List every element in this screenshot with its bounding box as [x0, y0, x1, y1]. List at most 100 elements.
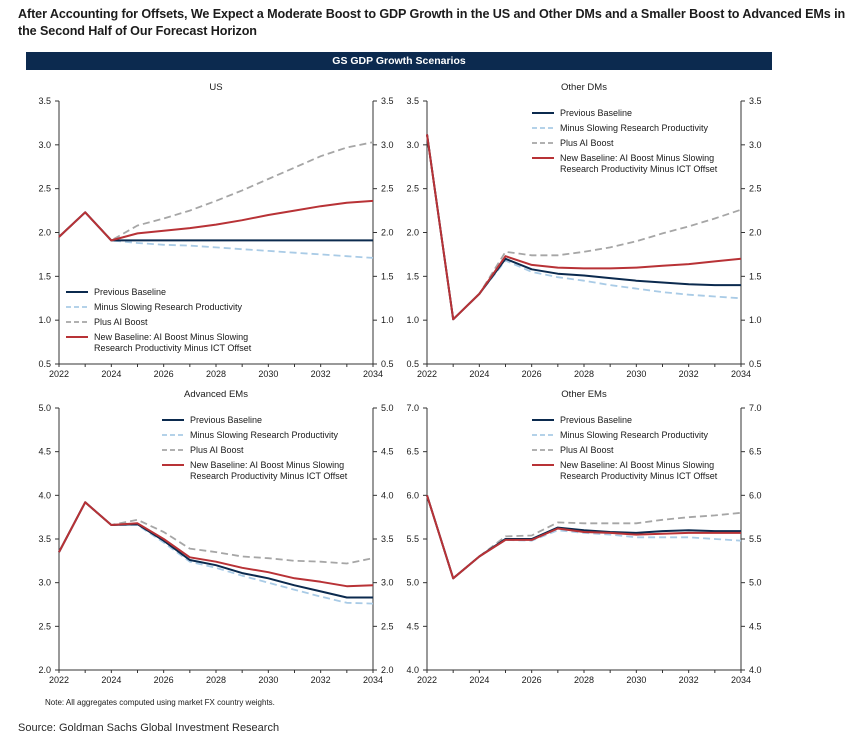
- x-tick-label: 2022: [49, 675, 69, 685]
- series-line: [58, 211, 374, 259]
- y-tick-label: 1.5: [381, 271, 394, 281]
- legend-label: Previous Baseline: [560, 415, 632, 425]
- y-tick-label: 4.5: [749, 621, 762, 631]
- chart-title: US: [209, 82, 222, 93]
- chart-title: Other EMs: [561, 389, 607, 400]
- footnote: Note: All aggregates computed using mark…: [45, 698, 275, 707]
- chart-panel: US 0.5 0.5 1.0 1.0 1.5 1.5 2.0 2.0 2.5 2.5 3.0 3.0 3.…: [38, 82, 393, 379]
- x-tick-label: 2034: [731, 675, 751, 685]
- y-tick-label: 0.5: [406, 359, 419, 369]
- y-tick-label: 4.0: [381, 490, 394, 500]
- y-tick-label: 3.5: [406, 96, 419, 106]
- y-tick-label: 2.0: [38, 665, 51, 675]
- y-tick-label: 1.0: [406, 315, 419, 325]
- y-tick-label: 2.5: [38, 621, 51, 631]
- x-tick-label: 2032: [679, 675, 699, 685]
- x-tick-label: 2032: [311, 369, 331, 379]
- y-tick-label: 7.0: [406, 403, 419, 413]
- legend-label: Minus Slowing Research Productivity: [560, 430, 709, 440]
- chart-banner: GS GDP Growth Scenarios: [26, 52, 772, 70]
- x-tick-label: 2032: [311, 675, 331, 685]
- legend-label: Research Productivity Minus ICT Offset: [560, 164, 718, 174]
- legend-label: Plus AI Boost: [190, 445, 244, 455]
- series-line: [58, 501, 374, 588]
- x-tick-label: 2030: [258, 675, 278, 685]
- y-tick-label: 5.5: [406, 534, 419, 544]
- y-tick-label: 3.0: [38, 578, 51, 588]
- legend-label: Previous Baseline: [560, 108, 632, 118]
- y-tick-label: 2.0: [38, 228, 51, 238]
- x-tick-label: 2028: [206, 369, 226, 379]
- x-tick-label: 2030: [626, 369, 646, 379]
- y-tick-label: 2.5: [406, 184, 419, 194]
- legend-label: Plus AI Boost: [560, 138, 614, 148]
- x-tick-label: 2026: [522, 675, 542, 685]
- chart-title: Other DMs: [561, 82, 607, 93]
- x-tick-label: 2026: [522, 369, 542, 379]
- x-tick-label: 2032: [679, 369, 699, 379]
- x-tick-label: 2024: [469, 369, 489, 379]
- y-tick-label: 6.5: [749, 447, 762, 457]
- y-tick-label: 3.0: [38, 140, 51, 150]
- y-tick-label: 4.0: [38, 490, 51, 500]
- y-tick-label: 0.5: [749, 359, 762, 369]
- legend-label: Research Productivity Minus ICT Offset: [94, 343, 252, 353]
- x-tick-label: 2024: [101, 369, 121, 379]
- x-tick-label: 2024: [469, 675, 489, 685]
- x-tick-label: 2022: [417, 675, 437, 685]
- y-tick-label: 3.5: [749, 96, 762, 106]
- y-tick-label: 1.5: [749, 271, 762, 281]
- y-tick-label: 7.0: [749, 403, 762, 413]
- series-line: [58, 501, 374, 565]
- legend-label: New Baseline: AI Boost Minus Slowing: [560, 153, 714, 163]
- y-tick-label: 1.5: [38, 271, 51, 281]
- y-tick-label: 2.0: [749, 228, 762, 238]
- x-tick-label: 2024: [101, 675, 121, 685]
- y-tick-label: 2.5: [381, 621, 394, 631]
- chart-panel: Advanced EMs 2.0 2.0 2.5 2.5 3.0 3.0 3.5 3.5 4.0 4…: [38, 389, 393, 685]
- y-tick-label: 6.0: [406, 490, 419, 500]
- legend-label: Minus Slowing Research Productivity: [94, 302, 243, 312]
- x-tick-label: 2026: [154, 675, 174, 685]
- series-line: [58, 141, 374, 242]
- chart-panel: Other EMs 4.0 4.0 4.5 4.5 5.0 5.0 5.5 5.5 6.0 6.0 6…: [406, 389, 761, 685]
- y-tick-label: 4.0: [406, 665, 419, 675]
- y-tick-label: 4.5: [381, 447, 394, 457]
- y-tick-label: 1.5: [406, 271, 419, 281]
- y-tick-label: 2.0: [406, 228, 419, 238]
- x-tick-label: 2034: [731, 369, 751, 379]
- legend-label: New Baseline: AI Boost Minus Slowing: [190, 460, 344, 470]
- y-tick-label: 3.0: [406, 140, 419, 150]
- legend-label: Plus AI Boost: [560, 445, 614, 455]
- legend-label: New Baseline: AI Boost Minus Slowing: [94, 332, 248, 342]
- y-tick-label: 3.5: [381, 534, 394, 544]
- y-tick-label: 1.0: [749, 315, 762, 325]
- y-tick-label: 6.0: [749, 490, 762, 500]
- y-tick-label: 1.0: [381, 315, 394, 325]
- page-title: After Accounting for Offsets, We Expect …: [18, 7, 846, 38]
- legend-label: Previous Baseline: [94, 287, 166, 297]
- legend-label: New Baseline: AI Boost Minus Slowing: [560, 460, 714, 470]
- x-tick-label: 2034: [363, 675, 383, 685]
- y-tick-label: 5.5: [749, 534, 762, 544]
- chart-title: Advanced EMs: [184, 389, 248, 400]
- legend-label: Research Productivity Minus ICT Offset: [190, 471, 348, 481]
- series-line: [426, 495, 742, 580]
- source-note: Source: Goldman Sachs Global Investment …: [18, 722, 280, 734]
- legend-label: Plus AI Boost: [94, 317, 148, 327]
- y-tick-label: 3.0: [749, 140, 762, 150]
- y-tick-label: 3.5: [38, 534, 51, 544]
- x-tick-label: 2030: [626, 675, 646, 685]
- y-tick-label: 1.0: [38, 315, 51, 325]
- series-line: [58, 199, 374, 242]
- y-tick-label: 4.0: [749, 665, 762, 675]
- legend-label: Previous Baseline: [190, 415, 262, 425]
- y-tick-label: 5.0: [38, 403, 51, 413]
- x-tick-label: 2028: [574, 675, 594, 685]
- series-line: [426, 494, 741, 580]
- y-tick-label: 6.5: [406, 447, 419, 457]
- x-tick-label: 2028: [206, 675, 226, 685]
- x-tick-label: 2030: [258, 369, 278, 379]
- y-tick-label: 2.0: [381, 665, 394, 675]
